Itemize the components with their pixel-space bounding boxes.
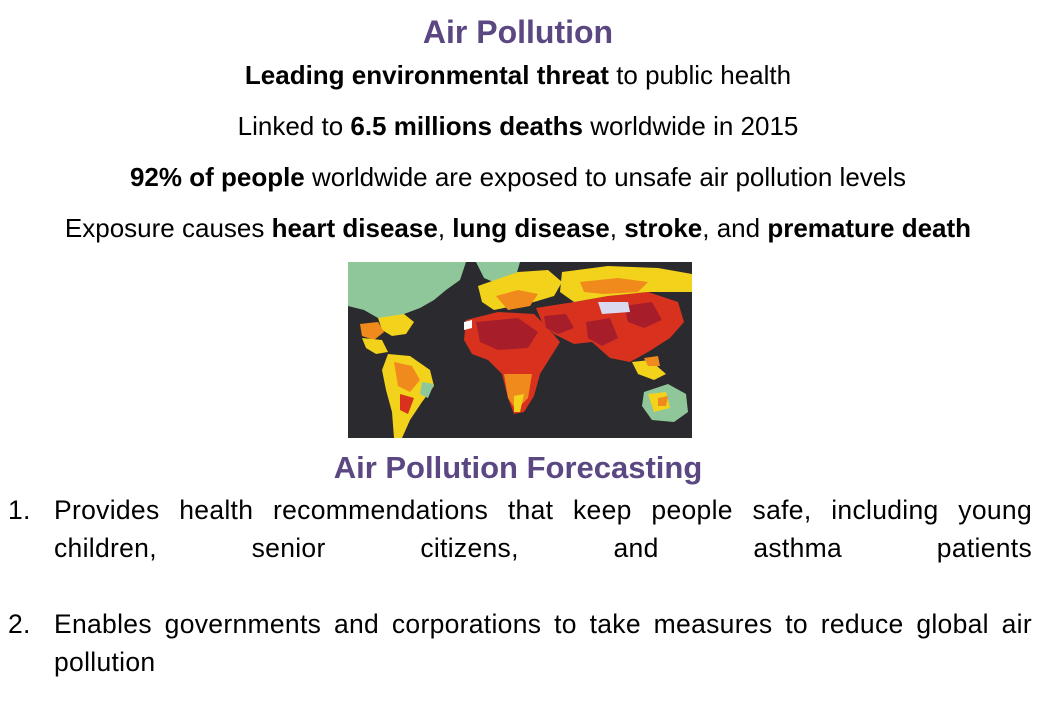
- fact-line-1: Leading environmental threat to public h…: [0, 60, 1036, 91]
- fact-4-bold-b: lung disease: [452, 213, 610, 243]
- fact-4-text-a: Exposure causes: [64, 213, 272, 243]
- fact-4-sep-a: ,: [437, 213, 453, 243]
- fact-4-sep-b: ,: [609, 213, 625, 243]
- list-item-text: Provides health recommendations that kee…: [54, 495, 1032, 563]
- fact-2-bold: 6.5 millions deaths: [350, 111, 584, 141]
- list-item-text: Enables governments and corporations to …: [54, 609, 1032, 677]
- fact-line-3: 92% of people worldwide are exposed to u…: [0, 162, 1036, 193]
- world-pollution-map: [348, 262, 692, 438]
- list-item-number: 1.: [8, 495, 31, 525]
- fact-4-bold-a: heart disease: [271, 213, 438, 243]
- fact-line-4: Exposure causes heart disease, lung dise…: [0, 213, 1036, 244]
- fact-1-text: to public health: [608, 60, 792, 90]
- list-item: 2. Enables governments and corporations …: [8, 605, 1032, 719]
- forecasting-benefits-list: 1. Provides health recommendations that …: [8, 491, 1032, 719]
- section-title: Air Pollution Forecasting: [333, 450, 703, 485]
- fact-3-bold: 92% of people: [129, 162, 305, 192]
- fact-4-sep-c: , and: [702, 213, 768, 243]
- fact-2-text-b: worldwide in 2015: [583, 111, 799, 141]
- list-item-number: 2.: [8, 609, 31, 639]
- list-item: 1. Provides health recommendations that …: [8, 491, 1032, 605]
- fact-4-bold-d: premature death: [767, 213, 972, 243]
- page-title: Air Pollution: [422, 14, 614, 50]
- fact-line-2: Linked to 6.5 millions deaths worldwide …: [0, 111, 1036, 142]
- fact-1-bold: Leading environmental threat: [244, 60, 609, 90]
- world-pollution-map-image: [348, 262, 692, 438]
- fact-2-text-a: Linked to: [237, 111, 351, 141]
- fact-4-bold-c: stroke: [624, 213, 703, 243]
- fact-3-text: worldwide are exposed to unsafe air poll…: [304, 162, 907, 192]
